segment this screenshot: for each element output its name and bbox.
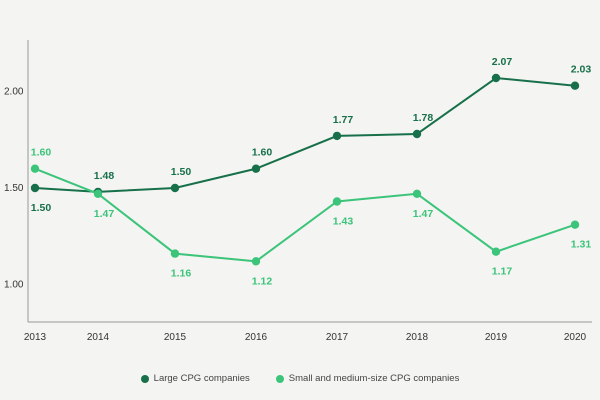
legend-swatch-small-medium [275, 374, 284, 383]
y-tick-label: 2.00 [4, 87, 24, 98]
data-point [412, 129, 422, 139]
data-point [30, 183, 40, 193]
data-point [412, 189, 422, 198]
data-label: 2.07 [492, 56, 513, 68]
series-line [34, 167, 576, 263]
data-point [332, 131, 342, 141]
y-tick-labels: 1.00 1.50 2.00 [4, 87, 24, 291]
data-label: 1.47 [94, 208, 115, 220]
data-label: 1.17 [492, 266, 513, 278]
data-point [570, 81, 580, 90]
data-label: 1.31 [571, 239, 592, 251]
data-point [30, 164, 40, 173]
data-label: 1.16 [171, 268, 192, 280]
data-point [93, 189, 103, 198]
x-tick-label: 2015 [164, 332, 187, 343]
x-tick-label: 2017 [326, 332, 349, 343]
x-tick-label: 2016 [245, 332, 268, 343]
legend-item-large: Large CPG companies [140, 373, 250, 384]
data-label: 1.78 [413, 112, 434, 124]
data-point [332, 197, 342, 206]
data-point [170, 183, 180, 193]
data-point [491, 247, 501, 256]
data-point [491, 73, 501, 83]
legend-label-small-medium: Small and medium-size CPG companies [288, 373, 460, 384]
x-tick-label: 2019 [485, 332, 508, 343]
series-small-medium: 1.60 1.47 1.16 1.12 1.43 1.47 1.17 1.31 [31, 147, 592, 288]
line-chart: 1.001.502.00 2013 2014 2015 2016 2017 2018 201… [4, 40, 592, 343]
data-label: 2.03 [571, 64, 592, 76]
y-tick-label: 1.50 [4, 183, 24, 194]
data-label: 1.60 [252, 147, 273, 159]
data-point [251, 257, 261, 266]
data-label: 1.12 [252, 275, 273, 287]
x-tick-label: 2020 [564, 332, 587, 343]
data-label: 1.48 [94, 170, 115, 182]
data-label: 1.47 [413, 208, 434, 220]
legend: Large CPG companies Small and medium-siz… [0, 373, 600, 384]
data-label: 1.60 [31, 147, 52, 159]
series-large: 1.50 1.48 1.50 1.60 1.77 1.78 2.07 2.03 [31, 56, 592, 214]
x-tick-label: 2014 [87, 332, 110, 343]
y-tick-label: 1.00 [4, 280, 24, 291]
series-layer: 1.50 1.48 1.50 1.60 1.77 1.78 2.07 2.03 1.60 1.47… [31, 56, 592, 287]
data-point [251, 164, 261, 173]
legend-label-large: Large CPG companies [153, 373, 250, 384]
x-tick-label: 2013 [24, 332, 47, 343]
data-label: 1.50 [31, 202, 52, 214]
x-tick-labels: 2013 2014 2015 2016 2017 2018 2019 2020 [24, 332, 587, 343]
data-label: 1.77 [333, 114, 354, 126]
legend-item-small-medium: Small and medium-size CPG companies [275, 373, 460, 384]
data-label: 1.43 [333, 216, 354, 228]
data-label: 1.50 [171, 166, 192, 178]
series-line [34, 76, 576, 193]
data-point [570, 220, 580, 229]
x-tick-label: 2018 [406, 332, 429, 343]
legend-swatch-large [140, 374, 149, 383]
data-point [170, 249, 180, 258]
